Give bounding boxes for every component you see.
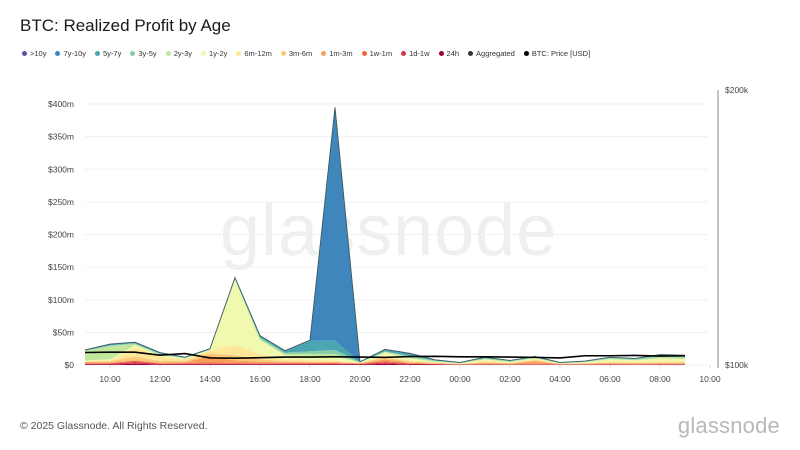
brand-logo: glassnode: [677, 413, 780, 438]
legend-item[interactable]: 3m-6m: [280, 49, 313, 58]
legend-dot-icon: [165, 51, 171, 56]
legend-label: 1m-3m: [329, 49, 353, 58]
legend-label: 1w-1m: [369, 49, 393, 58]
x-tick-label: 22:00: [399, 374, 421, 384]
x-tick-label: 08:00: [649, 374, 671, 384]
x-tick-label: 14:00: [199, 374, 221, 384]
aggregated-line: [84, 107, 686, 363]
y-tick-label: $150m: [48, 262, 74, 272]
y-tick-label: $50m: [53, 327, 74, 337]
area-1y-2y: [85, 279, 685, 364]
legend-label: 3y-5y: [138, 49, 157, 58]
legend-dot-icon: [95, 51, 100, 56]
legend-item[interactable]: 5y-7y: [95, 49, 121, 58]
legend-item[interactable]: Aggregated: [468, 49, 515, 58]
y-tick-label: $200m: [48, 230, 74, 240]
area-5y-7y: [85, 277, 685, 363]
legend-dot-icon: [361, 51, 367, 56]
area-1m-3m: [85, 355, 685, 365]
area-24h: [85, 363, 685, 365]
x-tick-label: 10:00: [99, 374, 121, 384]
legend-label: 6m-12m: [244, 49, 272, 58]
legend-dot-icon: [523, 51, 529, 56]
x-tick-label: 12:00: [149, 374, 171, 384]
legend-label: >10y: [30, 49, 47, 58]
legend-dot-icon: [22, 51, 27, 56]
area-1w-1m: [85, 360, 685, 365]
y-tick-label: $0: [65, 360, 75, 370]
legend-label: Aggregated: [476, 49, 515, 58]
legend-item[interactable]: 1d-1w: [401, 49, 430, 58]
area-3m-6m: [85, 353, 685, 365]
y-tick-label: $350m: [48, 132, 74, 142]
legend-label: 5y-7y: [103, 49, 122, 58]
legend-item[interactable]: 1y-2y: [201, 49, 227, 58]
legend-dot-icon: [280, 51, 286, 56]
legend-label: 1y-2y: [209, 49, 228, 58]
legend-item[interactable]: 2y-3y: [165, 49, 193, 58]
legend-label: 3m-6m: [288, 49, 313, 58]
y2-tick-label: $100k: [725, 360, 749, 370]
legend-dot-icon: [55, 51, 61, 56]
legend-label: 1d-1w: [409, 49, 430, 58]
copyright-text: © 2025 Glassnode. All Rights Reserved.: [20, 420, 208, 432]
legend-item[interactable]: BTC: Price [USD]: [523, 49, 591, 58]
x-tick-label: 04:00: [549, 374, 571, 384]
legend-item[interactable]: 3y-5y: [130, 49, 157, 58]
x-tick-label: 02:00: [499, 374, 521, 384]
legend-dot-icon: [401, 51, 407, 56]
x-tick-label: 06:00: [599, 374, 621, 384]
x-tick-label: 20:00: [349, 374, 371, 384]
area-6m-12m: [85, 344, 685, 364]
legend-label: 2y-3y: [173, 49, 193, 58]
legend-item[interactable]: 6m-12m: [236, 49, 272, 58]
x-tick-label: 18:00: [299, 374, 321, 384]
legend-item[interactable]: 1m-3m: [321, 49, 353, 58]
legend-dot-icon: [236, 51, 242, 56]
legend-item[interactable]: 1w-1m: [361, 49, 393, 58]
y-tick-label: $100m: [48, 295, 74, 305]
area-1d-1w: [85, 361, 685, 365]
legend-dot-icon: [438, 51, 444, 56]
legend-dot-icon: [201, 51, 207, 56]
legend-label: BTC: Price [USD]: [531, 49, 591, 58]
x-tick-label: 10:00: [699, 374, 721, 384]
btc-price-line: [84, 351, 686, 360]
y-tick-label: $400m: [48, 99, 74, 109]
chart-area: $0 $50m $100m $150m $200m $250m $300m $350m $400…: [48, 85, 749, 384]
y-tick-label: $250m: [48, 197, 74, 207]
legend-item[interactable]: 24h: [438, 49, 460, 58]
legend-label: 7y-10y: [63, 49, 86, 58]
x-tick-label: 00:00: [449, 374, 471, 384]
legend-item[interactable]: 7y-10y: [55, 49, 86, 58]
y2-tick-label: $200k: [725, 85, 749, 95]
legend-item[interactable]: >10y: [22, 49, 46, 58]
chart-title: BTC: Realized Profit by Age: [20, 16, 231, 35]
legend-dot-icon: [468, 51, 474, 56]
legend-dot-icon: [321, 51, 327, 56]
legend-label: 24h: [446, 49, 460, 58]
legend-dot-icon: [130, 51, 136, 56]
legend: >10y 7y-10y 5y-7y 3y-5y 2y-3y 1y-2y 6m-12m 3m-6…: [22, 49, 590, 58]
y-tick-label: $300m: [48, 164, 74, 174]
x-tick-label: 16:00: [249, 374, 271, 384]
